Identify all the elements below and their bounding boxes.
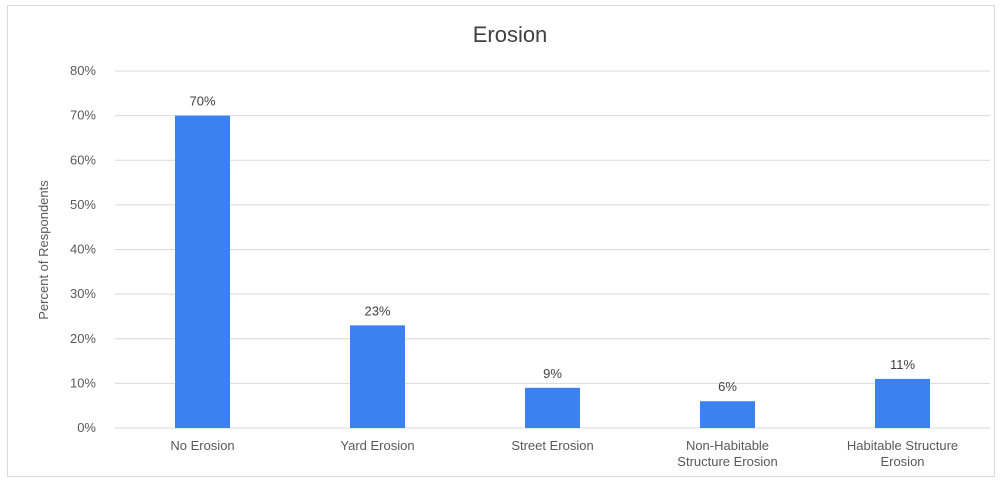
y-axis-ticks: 0% 10% 20% 30% 40% 50% 60% 70% 80% (70, 63, 96, 435)
gridlines (115, 70, 990, 429)
y-tick-label: 60% (70, 152, 96, 167)
data-label: 70% (189, 94, 215, 109)
bar (175, 115, 230, 428)
y-tick-label: 80% (70, 63, 96, 78)
category-label: Erosion (880, 454, 924, 469)
bar (350, 325, 405, 428)
data-labels: 70% 23% 9% 6% 11% (189, 94, 915, 395)
data-label: 6% (718, 379, 737, 394)
category-label: Yard Erosion (340, 438, 414, 453)
chart-frame (7, 5, 995, 477)
category-label: Non-Habitable (686, 438, 769, 453)
category-label: No Erosion (170, 438, 234, 453)
y-axis-label: Percent of Respondents (36, 180, 51, 320)
y-tick-label: 40% (70, 242, 96, 257)
data-label: 11% (890, 357, 915, 372)
y-tick-label: 30% (70, 286, 96, 301)
data-label: 9% (543, 366, 562, 381)
category-label: Habitable Structure (847, 438, 958, 453)
chart-title: Erosion (473, 22, 548, 47)
bar (700, 401, 755, 428)
y-tick-label: 10% (70, 375, 96, 390)
y-tick-label: 0% (77, 420, 96, 435)
y-tick-label: 70% (70, 108, 96, 123)
bar (525, 387, 580, 428)
data-label: 23% (364, 303, 390, 318)
y-tick-label: 50% (70, 197, 96, 212)
category-label: Structure Erosion (677, 454, 777, 469)
y-tick-label: 20% (70, 331, 96, 346)
category-labels: No Erosion Yard Erosion Street Erosion Non-… (170, 438, 958, 469)
category-label: Street Erosion (511, 438, 593, 453)
bar (875, 378, 930, 428)
bars (175, 115, 930, 428)
